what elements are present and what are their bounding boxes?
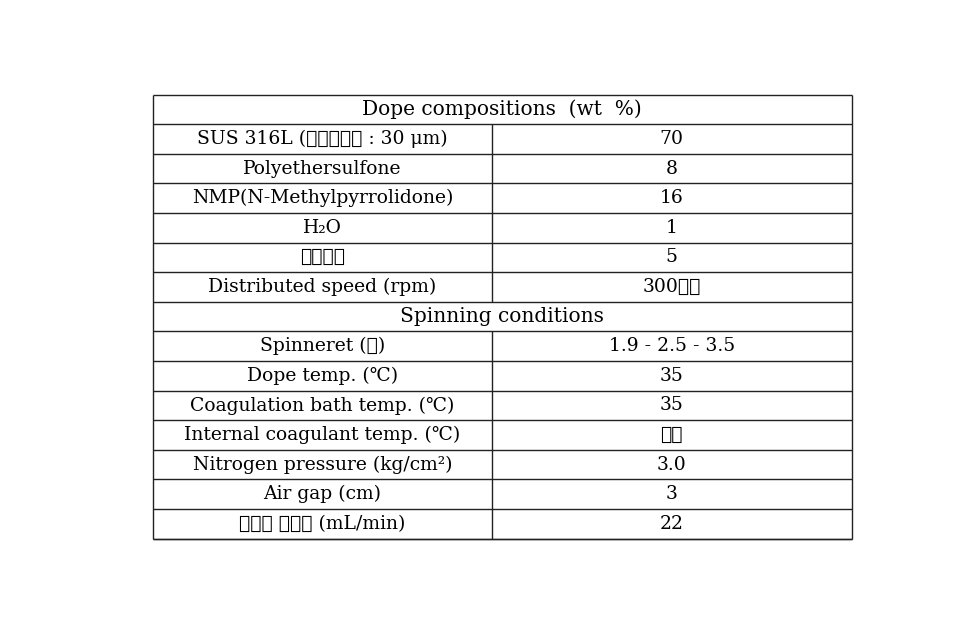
Text: 35: 35: [660, 367, 684, 385]
Text: Spinning conditions: Spinning conditions: [400, 307, 605, 326]
Text: Dope compositions  (wt  %): Dope compositions (wt %): [363, 100, 642, 119]
Text: Distributed speed (rpm): Distributed speed (rpm): [208, 278, 436, 296]
Text: SUS 316L (입자사이즈 : 30 μm): SUS 316L (입자사이즈 : 30 μm): [197, 130, 448, 148]
Text: Coagulation bath temp. (℃): Coagulation bath temp. (℃): [190, 396, 455, 414]
Text: Polyethersulfone: Polyethersulfone: [243, 160, 402, 177]
Text: Dope temp. (℃): Dope temp. (℃): [247, 367, 398, 385]
Text: NMP(N-Methylpyrrolidone): NMP(N-Methylpyrrolidone): [192, 189, 453, 208]
Text: 1.9 - 2.5 - 3.5: 1.9 - 2.5 - 3.5: [609, 337, 735, 356]
Text: Air gap (cm): Air gap (cm): [264, 485, 381, 503]
Text: 3.0: 3.0: [657, 456, 687, 473]
Text: H₂O: H₂O: [303, 219, 342, 237]
Text: 300이상: 300이상: [643, 278, 701, 296]
Text: 35: 35: [660, 396, 684, 414]
Text: 응고육 주입량 (mL/min): 응고육 주입량 (mL/min): [239, 515, 406, 533]
Text: Internal coagulant temp. (℃): Internal coagulant temp. (℃): [184, 426, 461, 444]
Text: 상온: 상온: [661, 426, 683, 444]
Text: 알루미나: 알루미나: [300, 248, 345, 266]
Text: 70: 70: [660, 130, 684, 148]
Text: 8: 8: [665, 160, 678, 177]
Text: 3: 3: [665, 485, 677, 503]
Text: 22: 22: [660, 515, 684, 533]
Text: Nitrogen pressure (kg/cm²): Nitrogen pressure (kg/cm²): [193, 456, 452, 474]
Text: 1: 1: [665, 219, 677, 237]
Text: 16: 16: [660, 189, 684, 207]
Text: 5: 5: [665, 248, 678, 266]
Text: Spinneret (∅): Spinneret (∅): [260, 337, 385, 356]
